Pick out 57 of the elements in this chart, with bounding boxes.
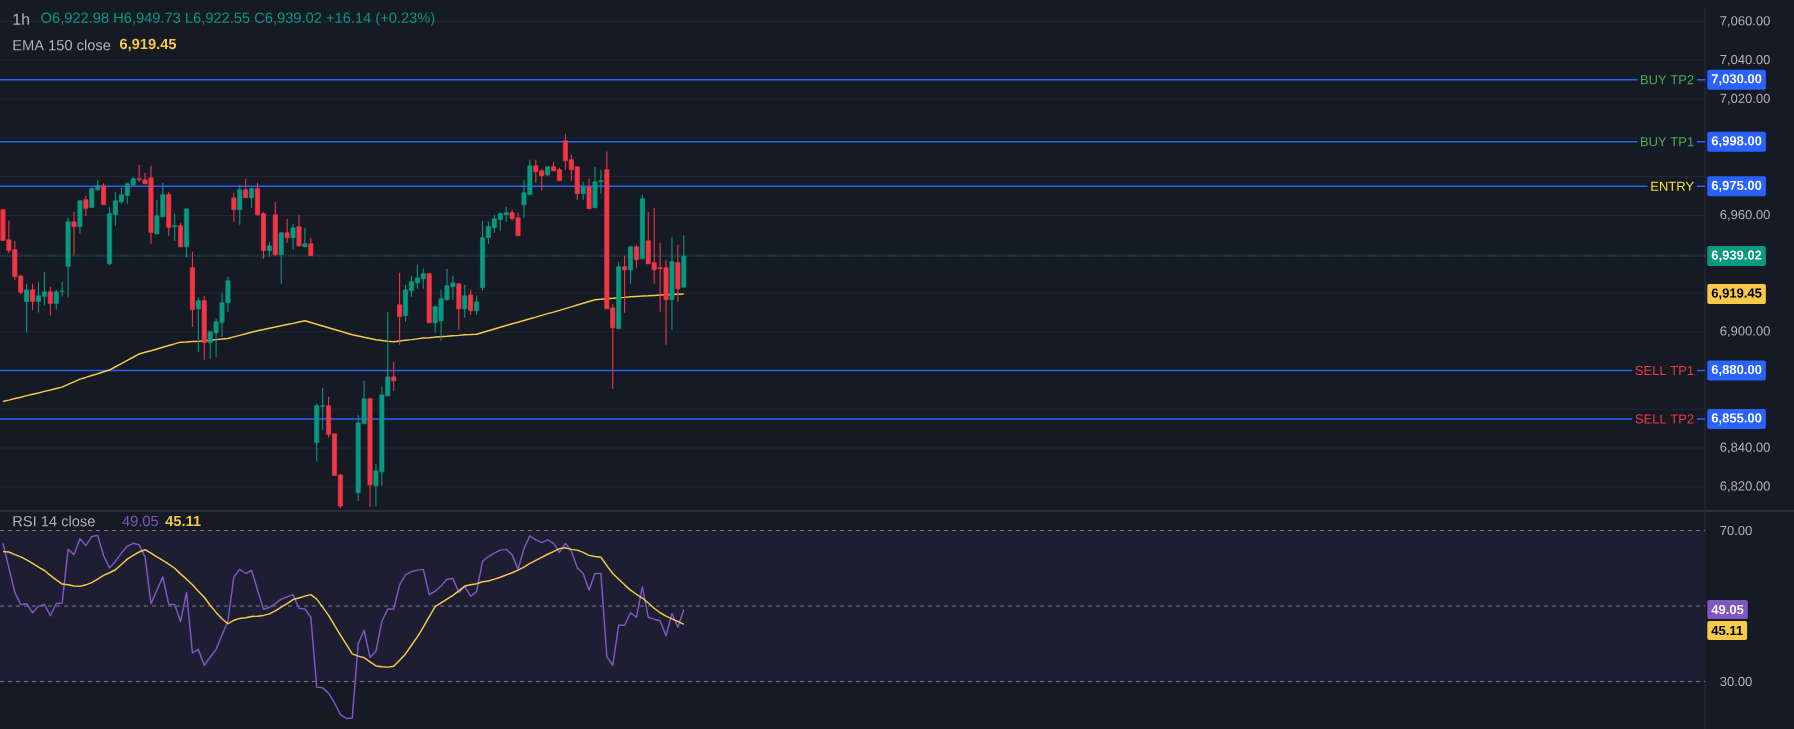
candlestick xyxy=(580,181,586,201)
candlestick xyxy=(474,295,480,316)
candlestick xyxy=(231,192,237,223)
text: 6,998.00 xyxy=(1711,136,1762,148)
candlestick xyxy=(24,283,30,333)
candlestick xyxy=(178,222,184,248)
annotation: EMA 150 close xyxy=(13,39,111,51)
text: 6,939.02 xyxy=(1711,250,1762,262)
candlestick xyxy=(633,244,639,269)
candlestick xyxy=(622,255,628,314)
y-tick-label: 7,020.00 xyxy=(1720,93,1770,105)
candlestick xyxy=(462,284,468,319)
y-tick-label: 70.00 xyxy=(1720,525,1752,536)
candlestick xyxy=(302,227,308,248)
candlestick xyxy=(586,178,592,210)
annotation: RSI 14 close xyxy=(13,515,95,527)
candlestick xyxy=(391,361,397,392)
ref-line-label: SELL TP1 xyxy=(1635,365,1694,376)
text: 7,030.00 xyxy=(1711,74,1762,86)
text: 6,919.45 xyxy=(1711,288,1762,300)
ref-line-label: BUY TP2 xyxy=(1640,75,1694,85)
text: 6,855.00 xyxy=(1711,413,1762,425)
annotation: 45.11 xyxy=(165,515,201,527)
ref-line-label: BUY TP1 xyxy=(1640,137,1694,147)
candlestick xyxy=(195,297,201,353)
y-tick-label: 6,840.00 xyxy=(1720,442,1770,454)
candlestick xyxy=(290,223,296,251)
candlestick xyxy=(237,184,243,226)
y-tick-label: 6,960.00 xyxy=(1720,210,1770,221)
y-tick-label: 30.00 xyxy=(1720,676,1752,687)
candlestick xyxy=(71,211,77,257)
candlestick xyxy=(243,178,249,199)
candlestick xyxy=(468,289,474,316)
y-tick-label: 7,040.00 xyxy=(1720,54,1770,66)
ref-line-label: SELL TP2 xyxy=(1635,414,1694,424)
candlestick xyxy=(296,214,302,248)
chart-title: 1h xyxy=(13,13,30,25)
ref-line-label: ENTRY xyxy=(1651,181,1694,191)
candlestick xyxy=(47,286,53,316)
line-series xyxy=(2,534,685,720)
candlestick xyxy=(30,283,36,311)
y-tick-label: 6,820.00 xyxy=(1720,481,1770,493)
text: 49.05 xyxy=(1711,604,1744,615)
annotation: O6,922.98 H6,949.73 L6,922.55 C6,939.02 +16.14 (+0.23%) xyxy=(41,12,435,26)
candlestick xyxy=(101,182,107,206)
y-tick-label: 6,900.00 xyxy=(1720,326,1770,338)
candlestick xyxy=(308,237,314,257)
text: 6,880.00 xyxy=(1711,364,1762,376)
annotation: 49.05 xyxy=(122,515,159,527)
candlestick xyxy=(172,213,178,242)
annotation: 6,919.45 xyxy=(119,38,177,52)
text: 6,975.00 xyxy=(1711,180,1762,192)
candlestick xyxy=(284,218,290,244)
candlestick xyxy=(83,195,89,217)
y-tick-label: 7,060.00 xyxy=(1720,16,1770,27)
candlestick xyxy=(397,272,403,346)
text: 45.11 xyxy=(1711,626,1743,636)
